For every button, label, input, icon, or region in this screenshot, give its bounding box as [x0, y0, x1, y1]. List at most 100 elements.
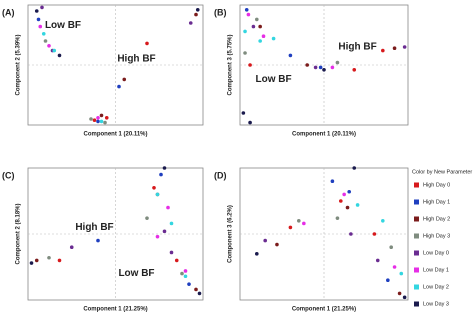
data-point: [162, 229, 167, 234]
x-axis-label: Component 1 (21.25%): [83, 307, 147, 313]
panel-label: (C): [2, 170, 15, 180]
data-point: [339, 199, 343, 203]
data-point: [92, 118, 97, 122]
data-point: [188, 21, 193, 25]
data-point: [36, 17, 41, 22]
data-point: [254, 252, 259, 256]
data-point: [297, 219, 301, 223]
data-point: [47, 44, 51, 48]
data-point: [392, 265, 397, 269]
data-point: [243, 29, 247, 34]
data-point: [261, 34, 266, 38]
legend-swatch: [414, 267, 419, 273]
data-point: [96, 238, 100, 243]
data-point: [399, 271, 404, 276]
data-point: [244, 8, 249, 12]
legend-label: Low Day 0: [423, 250, 449, 256]
data-point: [305, 63, 310, 67]
data-point: [335, 216, 340, 220]
data-point: [288, 53, 293, 58]
legend-label: High Day 3: [423, 233, 450, 239]
x-axis-label: Component 1 (20.11%): [292, 132, 356, 138]
data-point: [248, 63, 252, 67]
data-point: [187, 282, 191, 286]
legend-label: Low Day 2: [423, 284, 449, 290]
data-point: [241, 111, 246, 115]
data-point: [159, 172, 163, 177]
data-point: [169, 250, 174, 255]
data-point: [52, 48, 57, 53]
data-point: [166, 205, 170, 210]
data-point: [155, 192, 160, 197]
data-point: [38, 24, 43, 29]
x-axis-label: Component 1 (20.11%): [83, 132, 147, 138]
data-point: [402, 45, 407, 49]
data-point: [313, 65, 318, 70]
data-point: [43, 39, 48, 43]
data-point: [162, 166, 167, 170]
data-point: [145, 41, 149, 46]
data-point: [29, 261, 34, 265]
annotation: High BF: [117, 54, 155, 65]
data-point: [117, 84, 121, 89]
legend-swatch: [414, 182, 419, 188]
data-point: [349, 232, 353, 236]
data-point: [372, 232, 377, 236]
annotation: High BF: [75, 222, 113, 233]
panel-label: (D): [214, 170, 227, 180]
data-point: [152, 186, 156, 190]
data-point: [251, 24, 256, 29]
data-point: [381, 219, 385, 223]
annotation: Low BF: [118, 268, 154, 279]
data-point: [375, 258, 380, 263]
data-point: [194, 12, 198, 17]
legend-label: High Day 1: [423, 199, 450, 205]
data-point: [34, 9, 39, 13]
data-point: [258, 39, 262, 43]
data-point: [246, 12, 251, 17]
data-point: [57, 53, 62, 58]
legend-swatch: [414, 250, 419, 256]
legend-title: Color by New Parameter: [412, 169, 472, 175]
data-point: [330, 65, 335, 70]
data-point: [271, 36, 276, 41]
data-point: [335, 60, 340, 65]
legend-swatch: [414, 199, 419, 205]
data-point: [322, 68, 326, 72]
data-point: [169, 221, 174, 226]
data-point: [288, 225, 293, 230]
data-point: [47, 255, 51, 260]
legend-label: Low Day 3: [423, 301, 449, 307]
data-point: [263, 238, 268, 243]
data-point: [104, 116, 109, 120]
data-point: [352, 166, 357, 170]
data-point: [330, 179, 335, 183]
x-axis-label: Component 1 (21.25%): [292, 307, 356, 313]
data-point: [96, 119, 100, 124]
annotation: Low BF: [45, 20, 81, 31]
annotation: Low BF: [256, 74, 292, 85]
data-point: [397, 291, 402, 296]
y-axis-label: Component 2 (5.39%): [16, 34, 22, 95]
data-point: [99, 113, 104, 118]
data-point: [197, 291, 202, 296]
legend-swatch: [414, 301, 419, 307]
data-point: [40, 5, 44, 10]
data-point: [386, 278, 390, 283]
data-point: [381, 48, 385, 53]
data-point: [302, 221, 306, 226]
data-point: [402, 295, 407, 300]
data-point: [342, 192, 346, 197]
data-point: [99, 119, 104, 124]
legend-swatch: [414, 233, 419, 239]
y-axis-label: Component 3 (5.75%): [228, 34, 234, 95]
data-point: [254, 17, 259, 22]
data-point: [34, 258, 39, 263]
data-point: [258, 24, 262, 29]
data-point: [195, 8, 200, 12]
data-point: [89, 117, 93, 121]
legend-swatch: [414, 216, 419, 222]
data-point: [194, 287, 198, 292]
legend-label: High Day 0: [423, 182, 450, 188]
